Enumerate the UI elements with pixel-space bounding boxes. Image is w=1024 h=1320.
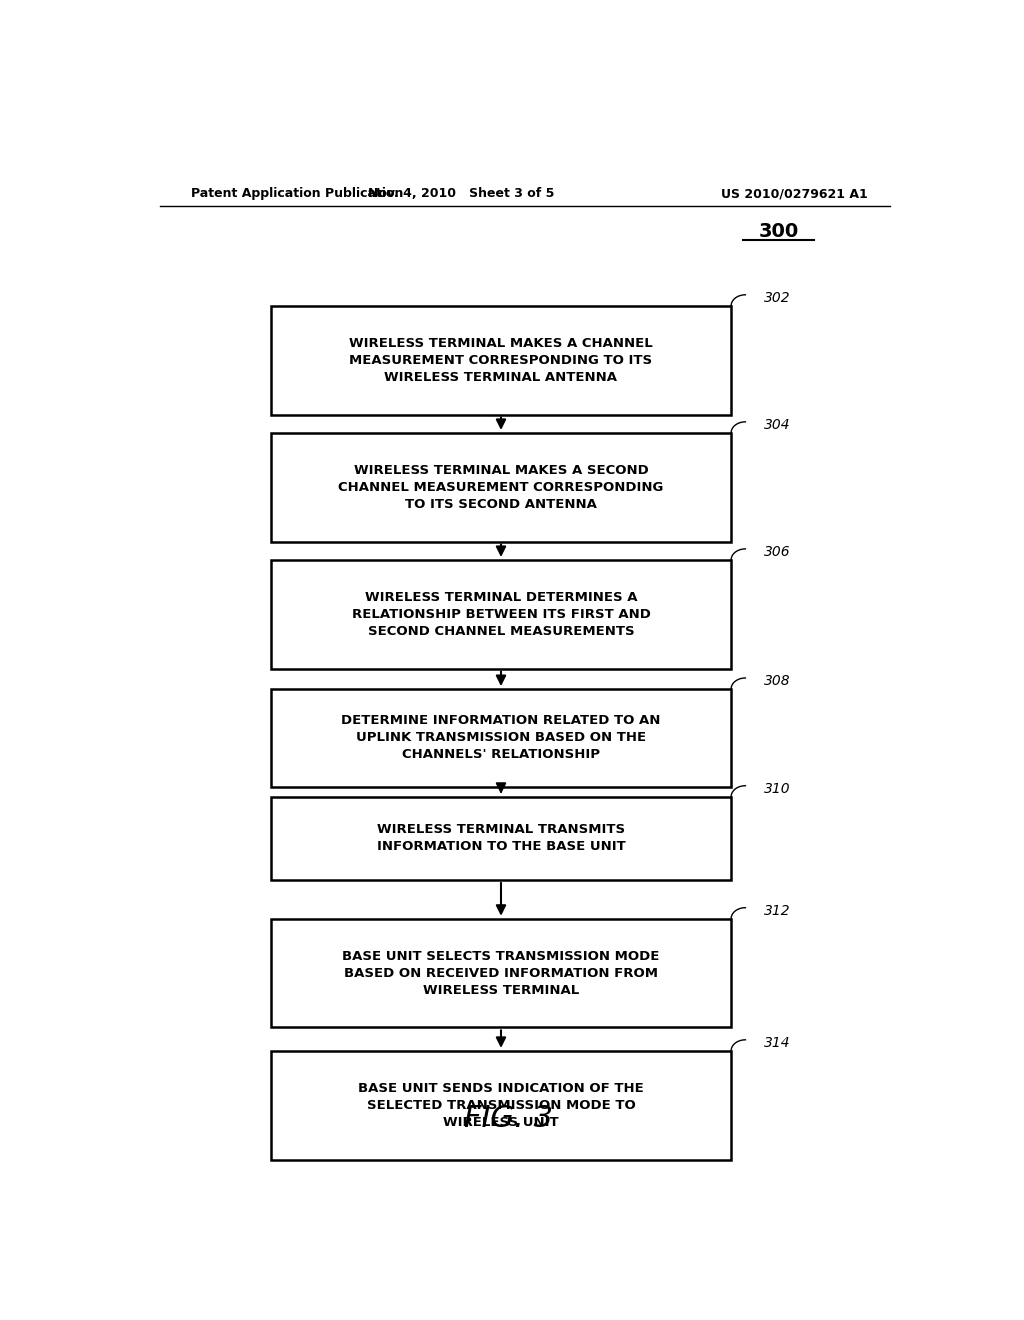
Text: BASE UNIT SENDS INDICATION OF THE
SELECTED TRANSMISSION MODE TO
WIRELESS UNIT: BASE UNIT SENDS INDICATION OF THE SELECT… bbox=[358, 1081, 644, 1129]
Text: 302: 302 bbox=[764, 290, 791, 305]
Text: WIRELESS TERMINAL MAKES A SECOND
CHANNEL MEASUREMENT CORRESPONDING
TO ITS SECOND: WIRELESS TERMINAL MAKES A SECOND CHANNEL… bbox=[338, 463, 664, 511]
Bar bbox=[270, 560, 731, 669]
Text: US 2010/0279621 A1: US 2010/0279621 A1 bbox=[721, 187, 868, 201]
Bar bbox=[270, 433, 731, 541]
Bar bbox=[270, 689, 731, 787]
Text: 304: 304 bbox=[764, 417, 791, 432]
Bar bbox=[270, 1051, 731, 1159]
Bar bbox=[270, 306, 731, 414]
Text: Nov. 4, 2010   Sheet 3 of 5: Nov. 4, 2010 Sheet 3 of 5 bbox=[368, 187, 555, 201]
Text: FIG. 3: FIG. 3 bbox=[465, 1105, 553, 1134]
Text: 308: 308 bbox=[764, 673, 791, 688]
Text: 314: 314 bbox=[764, 1036, 791, 1049]
Text: WIRELESS TERMINAL TRANSMITS
INFORMATION TO THE BASE UNIT: WIRELESS TERMINAL TRANSMITS INFORMATION … bbox=[377, 824, 626, 853]
Bar bbox=[270, 797, 731, 880]
Text: 300: 300 bbox=[759, 222, 799, 242]
Text: WIRELESS TERMINAL DETERMINES A
RELATIONSHIP BETWEEN ITS FIRST AND
SECOND CHANNEL: WIRELESS TERMINAL DETERMINES A RELATIONS… bbox=[351, 591, 650, 638]
Text: 310: 310 bbox=[764, 781, 791, 796]
Text: BASE UNIT SELECTS TRANSMISSION MODE
BASED ON RECEIVED INFORMATION FROM
WIRELESS : BASE UNIT SELECTS TRANSMISSION MODE BASE… bbox=[342, 949, 659, 997]
Bar bbox=[270, 919, 731, 1027]
Text: DETERMINE INFORMATION RELATED TO AN
UPLINK TRANSMISSION BASED ON THE
CHANNELS' R: DETERMINE INFORMATION RELATED TO AN UPLI… bbox=[341, 714, 660, 762]
Text: WIRELESS TERMINAL MAKES A CHANNEL
MEASUREMENT CORRESPONDING TO ITS
WIRELESS TERM: WIRELESS TERMINAL MAKES A CHANNEL MEASUR… bbox=[349, 337, 653, 384]
Text: 306: 306 bbox=[764, 545, 791, 558]
Text: Patent Application Publication: Patent Application Publication bbox=[191, 187, 403, 201]
Text: 312: 312 bbox=[764, 903, 791, 917]
